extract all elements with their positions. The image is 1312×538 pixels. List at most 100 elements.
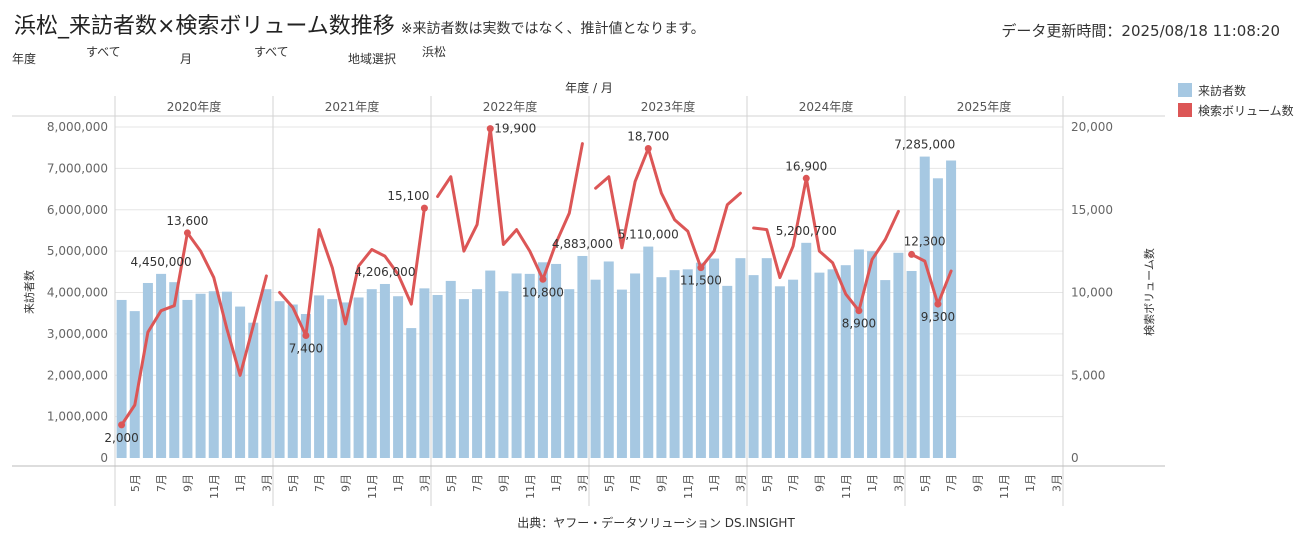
visitor-bar: [221, 291, 232, 458]
month-tick-label: 5月: [129, 474, 142, 492]
visitor-bar: [537, 262, 548, 458]
month-tick-label: 7月: [471, 474, 484, 492]
data-source-credit: 出典：ヤフー・データソリューション DS.INSIGHT: [517, 516, 795, 530]
month-tick-label: 3月: [1050, 474, 1063, 492]
visitor-bar: [511, 273, 522, 458]
search-volume-data-label: 16,900: [785, 159, 827, 173]
visitor-bar: [485, 270, 496, 458]
y2-tick-label: 20,000: [1071, 120, 1113, 134]
visitor-bar: [129, 311, 140, 458]
fiscal-year-label: 2021年度: [325, 99, 380, 114]
month-tick-label: 9月: [497, 474, 510, 492]
month-tick-label: 9月: [181, 474, 194, 492]
visitor-bar: [880, 280, 891, 458]
y2-axis-title: 検索ボリューム数: [1142, 248, 1156, 336]
search-volume-data-label: 8,900: [842, 317, 876, 331]
legend-item-visitors[interactable]: 来訪者数: [1178, 80, 1294, 100]
month-tick-label: 3月: [418, 474, 431, 492]
visitor-bar: [564, 289, 575, 458]
search-volume-marker: [908, 250, 916, 258]
search-volume-marker: [302, 332, 310, 340]
search-volume-data-label: 10,800: [522, 285, 564, 299]
visitor-bar: [630, 273, 641, 458]
month-tick-label: 3月: [892, 474, 905, 492]
visitor-bar: [669, 270, 680, 458]
visitor-data-label: 5,200,700: [776, 224, 837, 238]
y2-tick-label: 15,000: [1071, 203, 1113, 217]
month-tick-label: 7月: [155, 474, 168, 492]
visitor-bar: [156, 273, 167, 458]
fiscal-year-filter-value[interactable]: すべて: [86, 45, 121, 59]
visitor-bar: [682, 269, 693, 458]
y-tick-label: 6,000,000: [47, 203, 108, 217]
visitor-bar: [458, 299, 469, 458]
month-tick-label: 11月: [208, 474, 221, 499]
y-tick-label: 8,000,000: [47, 120, 108, 134]
month-tick-label: 1月: [392, 474, 405, 492]
month-tick-label: 7月: [787, 474, 800, 492]
update-timestamp: データ更新時間：2025/08/18 11:08:20: [1001, 22, 1280, 40]
visitor-bar: [274, 301, 285, 458]
month-tick-label: 11月: [366, 474, 379, 499]
visitor-bar: [761, 258, 772, 458]
y-tick-label: 5,000,000: [47, 244, 108, 258]
month-tick-label: 9月: [655, 474, 668, 492]
visitor-bar: [735, 258, 746, 458]
search-volume-marker: [486, 125, 494, 133]
fiscal-year-label: 2020年度: [167, 99, 222, 114]
month-tick-label: 11月: [840, 474, 853, 499]
fiscal-year-label: 2023年度: [641, 99, 696, 114]
visitor-bar: [577, 255, 588, 458]
search-volume-line: [436, 127, 584, 281]
region-filter-value[interactable]: 浜松: [422, 45, 447, 59]
fiscal-year-label: 2025年度: [957, 99, 1012, 114]
search-volume-marker: [420, 204, 428, 212]
visitor-data-label: 5,110,000: [618, 228, 679, 242]
y-axis-title: 来訪者数: [22, 270, 36, 314]
visitor-bar: [300, 314, 311, 458]
chart-legend: 来訪者数 検索ボリューム数: [1178, 80, 1294, 120]
search-volume-line: [910, 252, 953, 306]
search-volume-data-label: 11,500: [680, 274, 722, 288]
y-tick-label: 3,000,000: [47, 327, 108, 341]
visitor-bar: [379, 283, 390, 458]
visitor-bar: [853, 249, 864, 458]
search-volume-marker: [539, 275, 547, 283]
visitor-bar: [814, 272, 825, 458]
visitor-bar: [261, 289, 272, 458]
visitor-bar: [788, 279, 799, 458]
fiscal-year-filter-label: 年度: [12, 52, 37, 66]
filter-bar: 年度 すべて 月 すべて 地域選択 浜松: [0, 40, 500, 66]
month-tick-label: 11月: [682, 474, 695, 499]
search-volume-line: [594, 147, 742, 270]
visitor-data-label: 7,285,000: [894, 138, 955, 152]
search-volume-marker: [934, 300, 942, 308]
legend-item-search-volume[interactable]: 検索ボリューム数: [1178, 100, 1294, 120]
y-tick-label: 1,000,000: [47, 410, 108, 424]
search-volume-data-label: 2,000: [104, 431, 138, 445]
page-title: 浜松_来訪者数×検索ボリューム数推移 ※来訪者数は実数ではなく、推計値となります。: [14, 8, 705, 40]
month-tick-label: 5月: [603, 474, 616, 492]
visitor-bar: [695, 262, 706, 458]
month-tick-label: 1月: [708, 474, 721, 492]
visitor-bar: [722, 285, 733, 458]
visitor-bar: [827, 269, 838, 458]
visitor-bar: [643, 246, 654, 458]
visitor-bar: [472, 289, 483, 458]
visitor-bar: [774, 286, 785, 458]
visitor-bar: [366, 289, 377, 458]
y-tick-label: 0: [100, 451, 108, 465]
month-tick-label: 3月: [576, 474, 589, 492]
visitor-bar: [801, 242, 812, 458]
search-volume-marker: [802, 174, 810, 182]
month-filter-value[interactable]: すべて: [254, 45, 289, 59]
fiscal-year-label: 2024年度: [799, 99, 854, 114]
visitor-bar: [906, 270, 917, 458]
month-tick-label: 11月: [998, 474, 1011, 499]
month-tick-label: 5月: [761, 474, 774, 492]
search-volume-line: [278, 206, 426, 337]
visitor-bar: [709, 258, 720, 458]
month-tick-label: 3月: [734, 474, 747, 492]
search-volume-data-label: 13,600: [166, 214, 208, 228]
